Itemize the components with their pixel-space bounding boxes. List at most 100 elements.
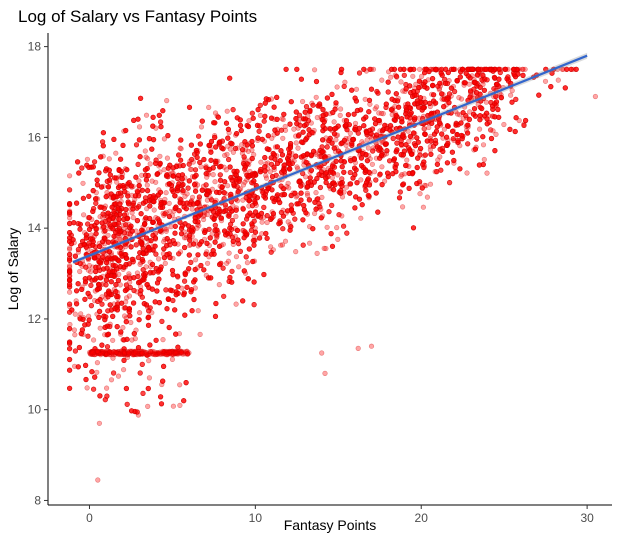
data-point — [343, 135, 349, 142]
data-point — [357, 150, 363, 156]
data-point — [516, 117, 522, 124]
data-point — [334, 84, 340, 90]
data-point — [382, 178, 388, 184]
data-point — [271, 167, 277, 173]
data-point — [84, 246, 91, 253]
data-point — [404, 157, 410, 163]
data-point — [335, 236, 341, 242]
data-points — [66, 66, 599, 483]
data-point — [224, 108, 230, 114]
data-point — [426, 124, 432, 131]
data-point — [295, 145, 301, 151]
data-point — [156, 256, 162, 262]
data-point — [242, 179, 248, 185]
data-point — [436, 87, 442, 93]
data-point — [94, 360, 100, 366]
data-point — [400, 204, 406, 210]
data-point — [201, 216, 207, 223]
data-point — [209, 186, 215, 192]
data-point — [429, 91, 435, 97]
data-point — [126, 221, 132, 227]
data-point — [122, 166, 128, 172]
data-point — [212, 110, 219, 116]
data-point — [464, 170, 470, 176]
data-point — [312, 210, 318, 217]
data-point — [223, 191, 229, 197]
data-point — [271, 116, 277, 122]
data-point — [475, 101, 481, 108]
data-point — [329, 128, 335, 134]
data-point — [146, 375, 152, 381]
data-point — [323, 245, 329, 252]
data-point — [112, 222, 118, 228]
data-point — [287, 166, 293, 172]
data-point — [370, 66, 377, 72]
data-point — [242, 270, 249, 276]
data-point — [137, 351, 143, 357]
data-point — [66, 264, 73, 270]
data-point — [362, 184, 368, 190]
data-point — [263, 173, 269, 179]
data-point — [261, 214, 267, 221]
data-point — [227, 146, 233, 152]
data-point — [314, 196, 320, 203]
data-point — [225, 212, 231, 218]
data-point — [66, 289, 73, 295]
data-point — [467, 109, 473, 115]
data-point — [112, 235, 119, 241]
data-point — [377, 128, 383, 134]
data-point — [192, 238, 199, 244]
data-point — [66, 245, 73, 251]
data-point — [313, 151, 319, 157]
data-point — [128, 319, 134, 326]
data-point — [71, 327, 77, 333]
data-point — [232, 225, 238, 231]
data-point — [305, 113, 311, 119]
data-point — [171, 208, 177, 214]
data-point — [239, 142, 245, 148]
data-point — [282, 123, 288, 130]
data-point — [197, 331, 203, 338]
data-point — [99, 294, 105, 300]
data-point — [323, 175, 330, 181]
data-point — [84, 156, 90, 162]
data-point — [183, 235, 189, 241]
data-point — [486, 66, 492, 72]
data-point — [151, 207, 157, 213]
data-point — [322, 110, 329, 116]
data-point — [180, 189, 186, 195]
data-point — [234, 227, 240, 233]
data-point — [379, 77, 385, 83]
data-point — [342, 79, 348, 85]
data-point — [66, 208, 73, 214]
data-point — [260, 188, 266, 194]
data-point — [339, 194, 346, 200]
data-point — [193, 180, 199, 186]
data-point — [85, 267, 91, 273]
data-point — [466, 116, 472, 122]
data-point — [465, 124, 471, 130]
data-point — [181, 229, 187, 235]
data-point — [312, 150, 319, 156]
data-point — [268, 96, 275, 102]
data-point — [501, 121, 507, 128]
data-point — [521, 121, 527, 127]
data-point — [314, 114, 320, 121]
data-point — [374, 104, 380, 110]
data-point — [293, 249, 299, 255]
data-point — [458, 96, 465, 102]
data-point — [144, 242, 150, 249]
data-point — [71, 363, 78, 369]
data-point — [93, 195, 99, 201]
data-point — [280, 135, 286, 141]
data-point — [233, 205, 240, 211]
data-point — [490, 113, 496, 119]
data-point — [240, 205, 246, 211]
data-point — [456, 94, 462, 101]
data-point — [90, 264, 96, 270]
data-point — [66, 339, 73, 345]
data-point — [164, 155, 170, 161]
data-point — [402, 171, 408, 177]
data-point — [381, 151, 387, 158]
data-point — [251, 152, 257, 158]
